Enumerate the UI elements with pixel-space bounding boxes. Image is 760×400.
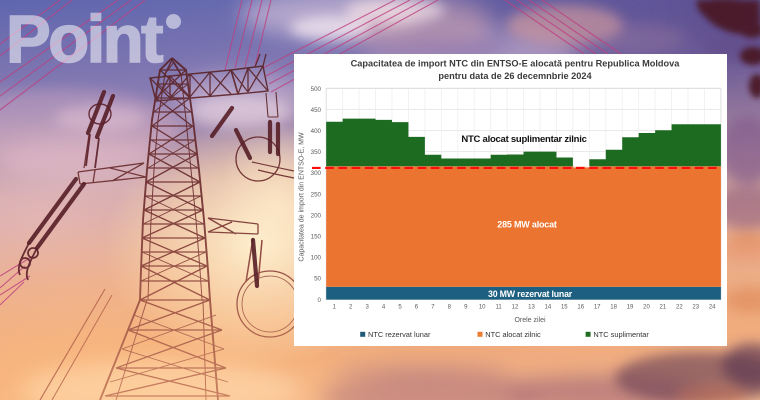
svg-text:18: 18 [610,305,617,311]
svg-text:2: 2 [349,305,353,311]
svg-text:NTC suplimentar: NTC suplimentar [593,330,649,339]
svg-text:NTC alocat suplimentar zilnic: NTC alocat suplimentar zilnic [461,134,586,145]
svg-text:Capacitatea de import din ENTS: Capacitatea de import din ENTSO-E, MW [299,132,306,262]
svg-text:19: 19 [627,305,634,311]
svg-text:14: 14 [545,305,552,311]
svg-text:3: 3 [365,305,369,311]
svg-text:250: 250 [311,191,322,198]
svg-text:200: 200 [311,212,322,219]
svg-text:450: 450 [311,107,322,114]
svg-text:100: 100 [311,255,322,262]
svg-text:16: 16 [577,305,584,311]
svg-text:15: 15 [561,305,568,311]
svg-text:13: 13 [528,305,535,311]
svg-text:5: 5 [398,305,402,311]
svg-text:NTC rezervat lunar: NTC rezervat lunar [368,330,431,339]
svg-text:12: 12 [512,305,519,311]
svg-text:300: 300 [311,170,322,177]
svg-text:400: 400 [311,128,322,135]
svg-text:23: 23 [692,305,699,311]
svg-text:7: 7 [431,305,435,311]
svg-text:21: 21 [660,305,667,311]
svg-text:17: 17 [594,305,601,311]
svg-text:285 MW alocat: 285 MW alocat [497,220,557,230]
svg-text:24: 24 [709,305,716,311]
svg-text:1: 1 [333,305,337,311]
svg-text:6: 6 [415,305,419,311]
svg-text:150: 150 [311,234,322,241]
svg-text:11: 11 [495,305,502,311]
svg-text:NTC alocat zilnic: NTC alocat zilnic [485,330,541,339]
svg-text:20: 20 [643,305,650,311]
svg-text:9: 9 [464,305,468,311]
svg-text:pentru data de 26 decemnbrie 2: pentru data de 26 decemnbrie 2024 [438,71,592,81]
svg-text:0: 0 [318,297,322,304]
svg-text:22: 22 [676,305,683,311]
svg-text:8: 8 [448,305,452,311]
svg-text:50: 50 [314,276,321,283]
svg-text:Capacitatea de import NTC din: Capacitatea de import NTC din ENTSO-E al… [351,58,681,68]
svg-text:4: 4 [382,305,386,311]
svg-text:10: 10 [479,305,486,311]
svg-text:30 MW rezervat lunar: 30 MW rezervat lunar [488,289,573,299]
svg-text:350: 350 [311,149,322,156]
svg-text:Orele zilei: Orele zilei [514,317,546,324]
svg-text:500: 500 [311,86,322,93]
